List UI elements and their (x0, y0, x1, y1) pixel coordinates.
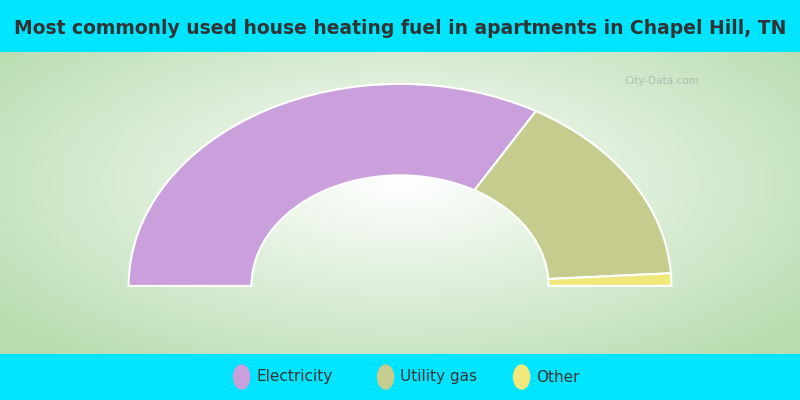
Ellipse shape (377, 364, 394, 390)
Text: Most commonly used house heating fuel in apartments in Chapel Hill, TN: Most commonly used house heating fuel in… (14, 19, 786, 38)
Text: Electricity: Electricity (256, 370, 332, 384)
Ellipse shape (513, 364, 530, 390)
Wedge shape (474, 111, 671, 279)
Wedge shape (548, 273, 671, 286)
Text: City-Data.com: City-Data.com (624, 76, 698, 86)
Text: Utility gas: Utility gas (400, 370, 477, 384)
Ellipse shape (233, 364, 250, 390)
Text: Other: Other (536, 370, 579, 384)
Wedge shape (129, 84, 536, 286)
